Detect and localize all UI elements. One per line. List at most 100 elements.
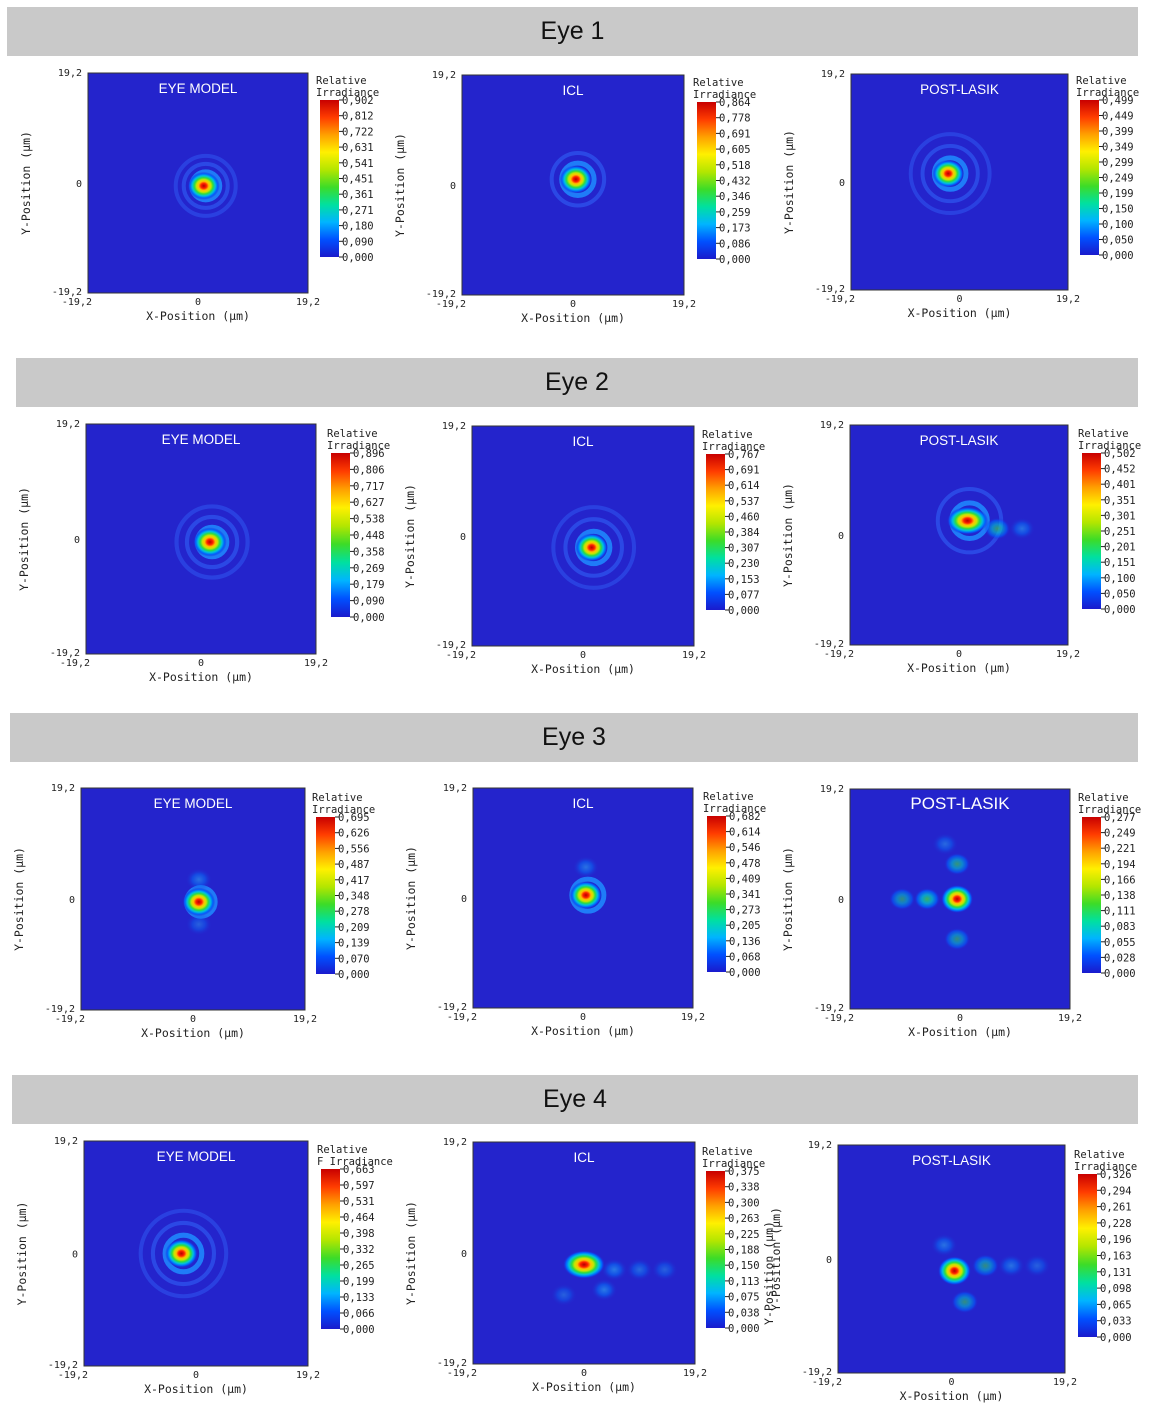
side-lobe: [185, 913, 213, 936]
x-tick-label: -19,2: [436, 299, 466, 310]
x-tick-label: 0: [581, 1368, 587, 1379]
colorbar-title: Irradiance: [312, 804, 375, 816]
colorbar-title: Relative: [1074, 1149, 1125, 1161]
x-tick-label: -19,2: [55, 1014, 85, 1025]
diffraction-ring: [908, 132, 992, 215]
panel-label: EYE MODEL: [162, 432, 241, 447]
colorbar-tick-label: 0,614: [728, 480, 760, 492]
colorbar-tick-label: 0,361: [342, 189, 374, 201]
colorbar-tick-label: 0,448: [353, 530, 385, 542]
colorbar-tick-label: 0,138: [1104, 890, 1136, 902]
panel-3: POST-LASIK 19,2 0 -19,2-19,2 0 19,2 X-Position…: [782, 69, 1139, 320]
y-tick-label: 0: [838, 895, 844, 906]
colorbar-tick-label: 0,173: [719, 223, 751, 235]
x-tick-label: 0: [570, 299, 576, 310]
side-lobe: [651, 1258, 678, 1281]
colorbar-tick-label: 0,351: [1104, 495, 1136, 507]
side-lobe: [997, 1254, 1025, 1278]
colorbar-tick-label: 0,249: [1104, 828, 1136, 840]
peak-spot: [946, 506, 989, 535]
colorbar-tick-label: 0,464: [343, 1212, 375, 1224]
colorbar: [706, 454, 725, 610]
colorbar-tick-label: 0,180: [342, 221, 374, 233]
colorbar-title: Relative: [1078, 792, 1129, 804]
colorbar-tick-label: 0,626: [338, 828, 370, 840]
colorbar-tick-label: 0,251: [1104, 526, 1136, 538]
y-tick-label: 0: [461, 1249, 467, 1260]
colorbar-tick-label: 0,487: [338, 859, 370, 871]
y-tick-label: -19,2: [436, 640, 466, 651]
x-tick-label: 19,2: [683, 1368, 707, 1379]
x-tick-label: -19,2: [447, 1012, 477, 1023]
colorbar-tick-label: 0,259: [719, 207, 751, 219]
colorbar-tick-label: 0,691: [719, 128, 751, 140]
colorbar-tick-label: 0,077: [728, 589, 760, 601]
colorbar-tick-label: 0,033: [1100, 1316, 1132, 1328]
colorbar-tick-label: 0,090: [353, 596, 385, 608]
y-tick-label: -19,2: [814, 639, 844, 650]
y-tick-label: -19,2: [45, 1004, 75, 1015]
eye2-title: Eye 2: [545, 368, 609, 396]
x-axis-label: X-Position (µm): [146, 309, 250, 323]
x-axis-label: X-Position (µm): [908, 1025, 1012, 1039]
colorbar-tick-label: 0,300: [728, 1197, 760, 1209]
irradiance-pattern: [550, 1250, 678, 1306]
y-tick-label: 19,2: [820, 420, 844, 431]
eye1-banner: Eye 1: [7, 7, 1138, 56]
colorbar-tick-label: 0,691: [728, 465, 760, 477]
colorbar-tick-label: 0,778: [719, 113, 751, 125]
colorbar-title: Irradiance: [1078, 804, 1141, 816]
panel-8: ICL 19,2 0 -19,2-19,2 0 19,2 X-Position (µm) Y-…: [404, 783, 766, 1038]
colorbar-tick-label: 0,605: [719, 144, 751, 156]
x-tick-label: 0: [956, 294, 962, 305]
colorbar-tick-label: 0,100: [1102, 219, 1134, 231]
panel-label: POST-LASIK: [912, 1153, 991, 1168]
y-axis-label: Y-Position (µm): [781, 483, 795, 587]
colorbar-tick-label: 0,812: [342, 111, 374, 123]
colorbar-tick-label: 0,326: [1100, 1169, 1132, 1181]
colorbar-tick-label: 0,398: [343, 1228, 375, 1240]
colorbar-tick-label: 0,538: [353, 514, 385, 526]
side-lobe: [591, 1278, 618, 1301]
y-axis-label: Y-Position (µm): [781, 847, 795, 951]
panel-10: EYE MODEL 19,2 0 -19,2-19,2 0 19,2 X-Position …: [15, 1136, 393, 1396]
peak-spot: [182, 887, 216, 917]
panel-12: POST-LASIK 19,2 0 -19,2-19,2 0 19,2 X-Position…: [769, 1140, 1137, 1403]
side-lobe: [944, 853, 971, 875]
colorbar-tick-label: 0,299: [1102, 157, 1134, 169]
colorbar-tick-label: 0,902: [342, 95, 374, 107]
panel-label: ICL: [573, 1150, 595, 1165]
colorbar: [316, 817, 335, 974]
side-lobe: [984, 517, 1011, 540]
x-tick-label: 19,2: [1058, 1013, 1082, 1024]
colorbar-tick-label: 0,502: [1104, 448, 1136, 460]
side-lobe: [914, 888, 941, 910]
irradiance-pattern: [549, 151, 607, 208]
y-tick-label: -19,2: [802, 1367, 832, 1378]
irradiance-pattern: [935, 486, 1035, 555]
y-tick-label: 0: [76, 179, 82, 190]
colorbar-tick-label: 0,230: [728, 558, 760, 570]
colorbar-tick-label: 0,179: [353, 579, 385, 591]
side-lobe: [944, 928, 971, 950]
irradiance-pattern: [930, 1233, 1051, 1314]
colorbar-tick-label: 0,100: [1104, 573, 1136, 585]
colorbar-tick-label: 0,163: [1100, 1251, 1132, 1263]
peak-spot: [193, 527, 227, 557]
colorbar-tick-label: 0,271: [342, 205, 374, 217]
y-tick-label: 19,2: [51, 783, 75, 794]
colorbar-tick-label: 0,682: [729, 811, 761, 823]
colorbar-title: Irradiance: [1076, 87, 1139, 99]
panel-7: EYE MODEL 19,2 0 -19,2-19,2 0 19,2 X-Position …: [12, 783, 375, 1040]
colorbar-tick-label: 0,432: [719, 176, 751, 188]
colorbar-title: Relative: [702, 1146, 753, 1158]
x-tick-label: 0: [195, 297, 201, 308]
colorbar: [1082, 453, 1101, 609]
colorbar-tick-label: 0,695: [338, 812, 370, 824]
x-axis-label: X-Position (µm): [149, 670, 253, 684]
colorbar-tick-label: 0,627: [353, 497, 385, 509]
y-axis-label: Y-Position (µm): [17, 487, 31, 591]
colorbar-tick-label: 0,098: [1100, 1283, 1132, 1295]
colorbar-tick-label: 0,055: [1104, 937, 1136, 949]
x-tick-label: 0: [956, 649, 962, 660]
